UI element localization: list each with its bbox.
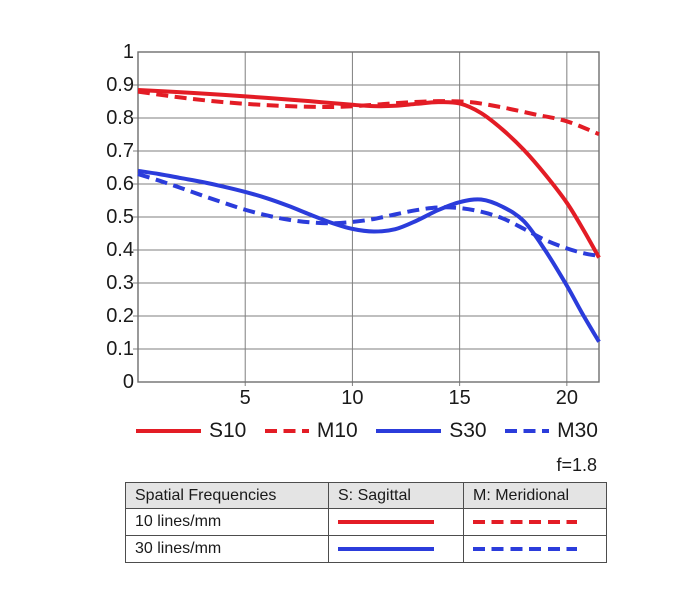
y-tick-label-1: 1 xyxy=(122,41,134,63)
table-cell-sagittal-swatch xyxy=(328,508,464,536)
curve-s10 xyxy=(137,87,601,259)
y-tick-label-0.1: 0.1 xyxy=(106,338,134,360)
y-tick-label-0.4: 0.4 xyxy=(106,239,134,261)
mtf-plot-area xyxy=(133,51,601,386)
y-tick-label-0.5: 0.5 xyxy=(106,206,134,228)
mtf-plot-svg xyxy=(133,51,601,386)
plot-border xyxy=(137,51,600,383)
y-tick-label-0.6: 0.6 xyxy=(106,173,134,195)
meridional-dashed-line-icon xyxy=(473,520,577,524)
y-tick-label-0: 0 xyxy=(122,371,134,393)
x-tick-label-15: 15 xyxy=(448,387,471,409)
legend-item-s30: S30 xyxy=(376,419,487,443)
legend-solid-line-icon xyxy=(376,429,442,433)
table-header-spatial-frequencies: Spatial Frequencies xyxy=(125,482,329,509)
legend-item-s10: S10 xyxy=(136,419,246,443)
legend-label: S10 xyxy=(209,419,247,442)
x-tick-label-20: 20 xyxy=(555,387,578,409)
legend-item-m10: M10 xyxy=(264,419,358,443)
table-cell-meridional-swatch xyxy=(463,508,607,536)
legend-label: M10 xyxy=(316,419,358,442)
meridional-dashed-line-icon xyxy=(473,547,577,551)
legend-dashed-line-icon xyxy=(264,429,309,433)
curve-m10 xyxy=(137,89,600,137)
y-tick-label-0.8: 0.8 xyxy=(106,107,134,129)
curve-m30 xyxy=(137,172,600,258)
table-cell-meridional-swatch xyxy=(463,535,607,563)
x-tick-label-10: 10 xyxy=(341,387,364,409)
legend-solid-line-icon xyxy=(136,429,201,433)
table-row: 10 lines/mm xyxy=(125,508,607,536)
table-row: 30 lines/mm xyxy=(125,535,607,563)
table-cell-frequency-label: 30 lines/mm xyxy=(125,535,329,563)
y-tick-label-0.9: 0.9 xyxy=(106,74,134,96)
mtf-table-header: Spatial Frequencies S: Sagittal M: Merid… xyxy=(125,482,607,509)
mtf-table: Spatial Frequencies S: Sagittal M: Merid… xyxy=(125,482,607,563)
table-header-sagittal: S: Sagittal xyxy=(328,482,464,509)
y-tick-label-0.3: 0.3 xyxy=(106,272,134,294)
table-cell-sagittal-swatch xyxy=(328,535,464,563)
curve-s30 xyxy=(137,168,601,343)
y-tick-label-0.2: 0.2 xyxy=(106,305,134,327)
table-header-meridional: M: Meridional xyxy=(463,482,607,509)
table-cell-frequency-label: 10 lines/mm xyxy=(125,508,329,536)
sagittal-solid-line-icon xyxy=(338,547,434,551)
x-tick-label-5: 5 xyxy=(239,387,251,409)
legend-label: M30 xyxy=(557,419,598,442)
legend-dashed-line-icon xyxy=(505,429,550,433)
aperture-label: f=1.8 xyxy=(556,455,597,475)
y-tick-label-0.7: 0.7 xyxy=(106,140,134,162)
sagittal-solid-line-icon xyxy=(338,520,434,524)
legend-item-m30: M30 xyxy=(505,419,598,443)
mtf-table-body: 10 lines/mm 30 lines/mm xyxy=(125,508,607,563)
legend-label: S30 xyxy=(449,419,487,442)
chart-legend: S10 M10 S30 M30 xyxy=(136,417,598,445)
